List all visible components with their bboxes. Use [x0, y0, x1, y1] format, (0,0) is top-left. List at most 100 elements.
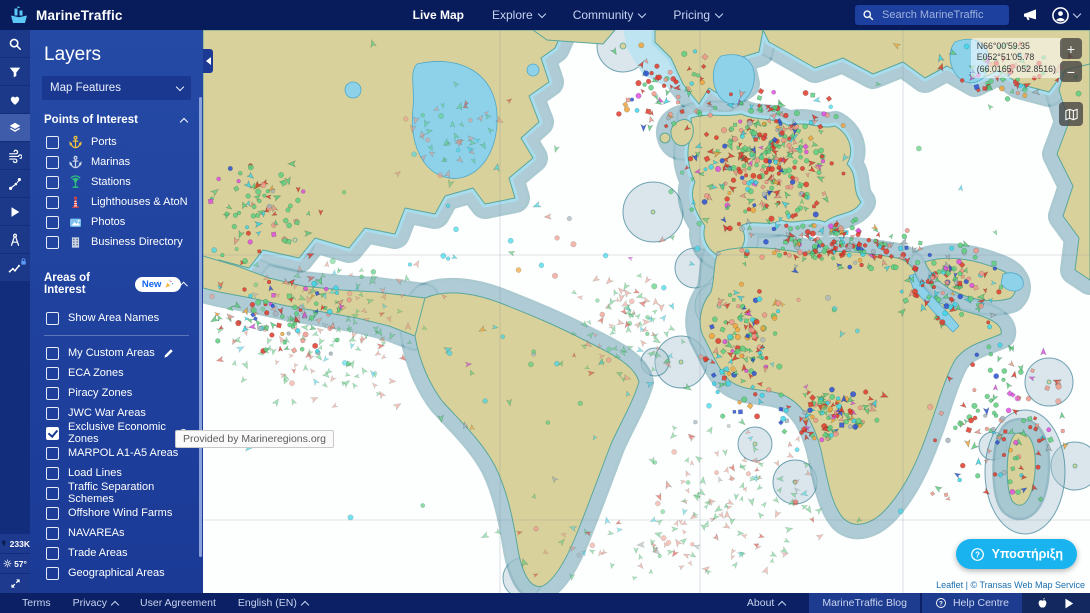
account-menu[interactable] [1051, 6, 1082, 25]
apple-icon[interactable] [1036, 597, 1049, 610]
checkbox[interactable] [46, 346, 59, 360]
lighthouses-aton[interactable]: Lighthouses & AtoN [46, 192, 193, 212]
aoi-list: My Custom Areas ECA Zones Piracy Zones [30, 343, 203, 583]
announcements-icon[interactable] [1022, 7, 1038, 23]
brand-logo[interactable]: MarineTraffic [8, 4, 123, 26]
checkbox[interactable] [46, 526, 59, 540]
offshore-wind-farms[interactable]: Offshore Wind Farms [46, 503, 193, 523]
chevron-down-icon [537, 9, 546, 18]
checkbox[interactable] [46, 406, 59, 420]
english-en[interactable]: English (EN) [238, 597, 310, 609]
checkbox[interactable] [46, 486, 59, 500]
traffic-separation-schemes[interactable]: Traffic Separation Schemes [46, 481, 193, 505]
checkbox[interactable] [46, 366, 59, 380]
zoom-in-button[interactable]: + [1060, 38, 1082, 59]
aoi-top-list: Show Area Names [30, 308, 203, 328]
my-custom-areas[interactable]: My Custom Areas [46, 343, 193, 363]
world-map [203, 30, 1090, 593]
cursor-coordinates: N66°00'59.35 E052°51'05.78 (66.0165, 052… [970, 38, 1062, 79]
ports[interactable]: Ports [46, 132, 193, 152]
help-centre-link[interactable]: ? Help Centre [921, 593, 1022, 613]
checkbox[interactable] [46, 546, 59, 560]
filter-icon [8, 65, 22, 79]
load-lines[interactable]: Load Lines [46, 463, 193, 483]
checkbox[interactable] [46, 175, 59, 189]
vessel-markers-layer[interactable] [207, 39, 1082, 582]
question-circle-icon: ? [970, 547, 985, 562]
marpol-a1-a5-areas[interactable]: MARPOL A1-A5 Areas [46, 443, 193, 463]
fullscreen-button[interactable] [0, 574, 30, 593]
checkbox[interactable] [46, 135, 59, 149]
pencil-icon[interactable] [162, 347, 175, 360]
community[interactable]: Community [573, 8, 647, 22]
checkbox[interactable] [46, 466, 59, 480]
terms[interactable]: Terms [22, 597, 51, 609]
eca-zones[interactable]: ECA Zones [46, 363, 193, 383]
checkbox[interactable] [46, 215, 59, 229]
support-button[interactable]: ? Υποστήριξη [955, 539, 1077, 569]
checkbox[interactable] [46, 506, 59, 520]
chevron-up-icon [778, 600, 787, 609]
playback-icon[interactable] [0, 198, 30, 225]
measure-icon[interactable] [0, 226, 30, 253]
checkbox[interactable] [46, 446, 59, 460]
search-input[interactable] [880, 8, 1002, 22]
checkbox[interactable] [46, 311, 59, 325]
checkbox[interactable] [46, 426, 59, 440]
photo-icon [68, 215, 83, 230]
exclusive-economic-zones[interactable]: Exclusive Economic Zones [46, 421, 193, 445]
live-map[interactable]: N66°00'59.35 E052°51'05.78 (66.0165, 052… [203, 30, 1090, 593]
map-features-section[interactable]: Map Features [42, 76, 191, 100]
analytics-icon[interactable] [0, 254, 30, 281]
checkbox[interactable] [46, 386, 59, 400]
about-menu[interactable]: About [747, 597, 787, 609]
panel-scrollbar[interactable] [199, 97, 202, 557]
piracy-zones[interactable]: Piracy Zones [46, 383, 193, 403]
checkbox[interactable] [46, 155, 59, 169]
navareas[interactable]: NAVAREAs [46, 523, 193, 543]
rail-footer: 233K 57° [0, 533, 30, 593]
routes-icon[interactable] [0, 170, 30, 197]
filter-icon[interactable] [0, 58, 30, 85]
user-agreement[interactable]: User Agreement [140, 597, 216, 609]
vessel-count-button[interactable]: 233K [0, 534, 30, 553]
party-icon [164, 279, 174, 289]
chevron-down-icon [175, 82, 185, 91]
checkbox[interactable] [46, 235, 59, 249]
checkbox[interactable] [46, 195, 59, 209]
pricing[interactable]: Pricing [673, 8, 724, 22]
weather-icon[interactable] [0, 142, 30, 169]
geographical-areas[interactable]: Geographical Areas [46, 563, 193, 583]
chevron-up-icon [179, 117, 189, 126]
map-style-button[interactable] [1059, 102, 1083, 126]
marinas[interactable]: Marinas [46, 152, 193, 172]
layers-icon [8, 121, 22, 135]
chevron-up-icon [180, 281, 189, 290]
explore[interactable]: Explore [492, 8, 546, 22]
search-box[interactable] [855, 5, 1009, 25]
photos[interactable]: Photos [46, 212, 193, 232]
stations[interactable]: Stations [46, 172, 193, 192]
google-play-icon[interactable] [1063, 597, 1076, 610]
show-area-names[interactable]: Show Area Names [46, 308, 193, 328]
business-directory[interactable]: Business Directory [46, 232, 193, 252]
live-map[interactable]: Live Map [412, 8, 464, 22]
panel-collapse-button[interactable] [203, 49, 213, 73]
layers-icon[interactable] [0, 114, 30, 141]
bottombar-left: Terms Privacy User Agreement English (EN… [0, 597, 310, 609]
privacy[interactable]: Privacy [73, 597, 120, 609]
map-attribution[interactable]: Leaflet | © Transas Web Map Service [936, 580, 1085, 590]
jwc-war-areas[interactable]: JWC War Areas [46, 403, 193, 423]
top-bar: MarineTraffic Live Map Explore Community [0, 0, 1090, 30]
checkbox[interactable] [46, 566, 59, 580]
zoom-out-button[interactable]: − [1060, 61, 1082, 82]
map-icon [1064, 107, 1079, 122]
favorites-icon[interactable] [0, 86, 30, 113]
poi-section-header[interactable]: Points of Interest [44, 114, 189, 126]
search-icon[interactable] [0, 30, 30, 57]
blog-link[interactable]: MarineTraffic Blog [809, 593, 920, 613]
trade-areas[interactable]: Trade Areas [46, 543, 193, 563]
weather-temp-button[interactable]: 57° [0, 554, 30, 573]
aoi-section-header[interactable]: Areas of Interest New [44, 272, 189, 296]
